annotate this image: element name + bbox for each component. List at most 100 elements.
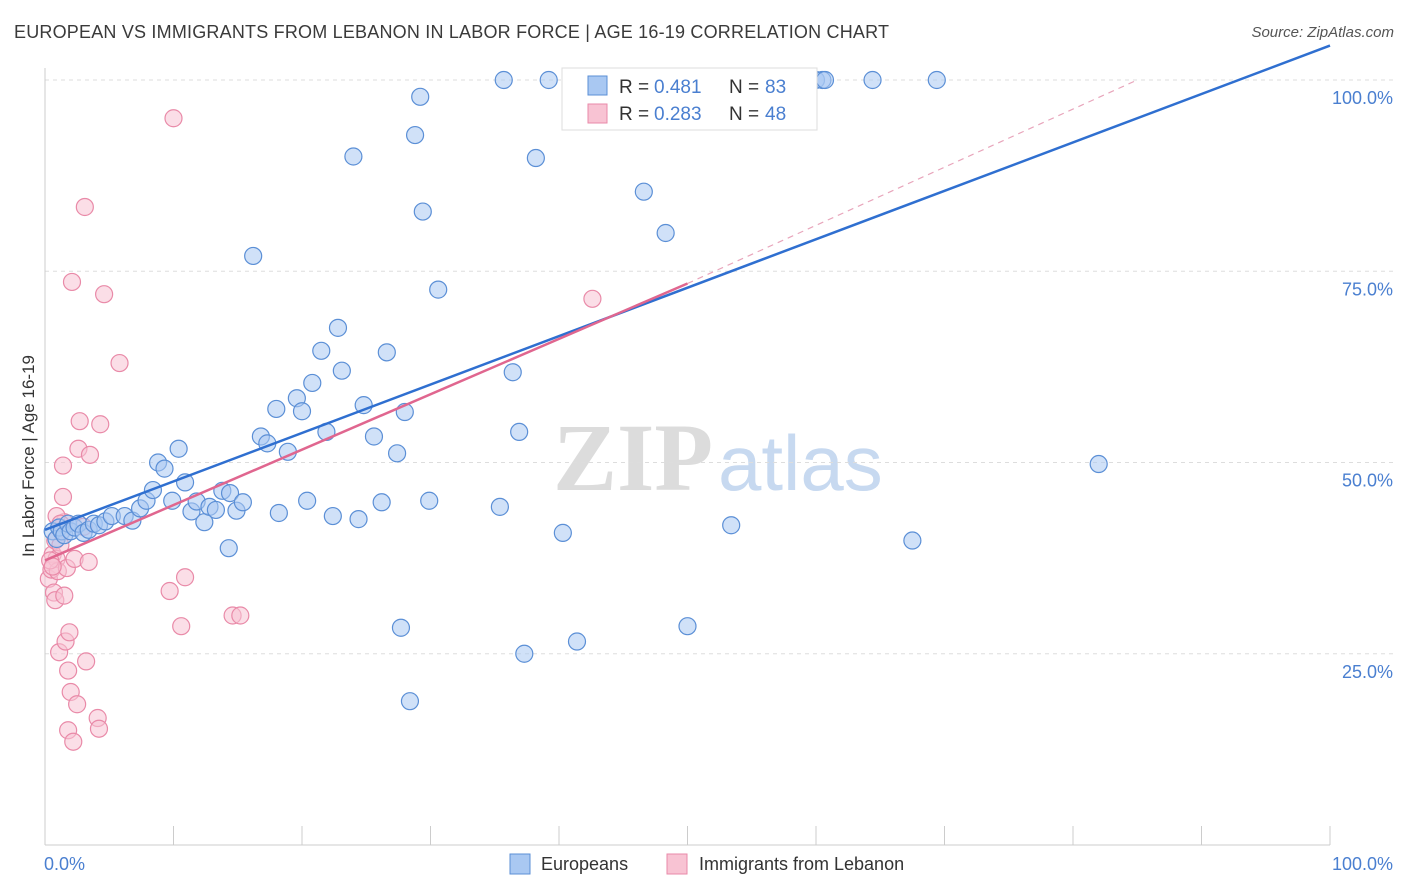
europeans-trend-line: [44, 44, 1331, 531]
europeans-point-42: [292, 402, 312, 421]
lebanon-point-24: [68, 695, 87, 714]
europeans-point-21: [155, 459, 174, 478]
lebanon-point-35: [95, 285, 114, 304]
europeans-point-33: [233, 493, 252, 512]
europeans-point-48: [328, 318, 348, 337]
watermark: ZIP atlas: [553, 404, 883, 511]
europeans-point-51: [349, 510, 368, 529]
grid-lines: [45, 79, 1393, 655]
lebanon-point-38: [164, 109, 183, 128]
y-axis-tick-labels: 25.0% 50.0% 75.0% 100.0%: [1332, 88, 1393, 682]
europeans-point-84: [903, 531, 922, 550]
lebanon-point-33: [89, 719, 109, 738]
bottom-legend-swatch-europeans: [509, 853, 531, 875]
lebanon-point-37: [160, 581, 179, 601]
europeans-point-34: [219, 539, 238, 558]
bottom-legend-lebanon: Immigrants from Lebanon: [699, 854, 904, 874]
europeans-point-56: [387, 444, 407, 463]
europeans-point-45: [312, 341, 331, 360]
europeans-point-62: [413, 202, 432, 221]
europeans-point-61: [411, 87, 430, 106]
europeans-point-73: [567, 632, 587, 651]
legend-swatch-lebanon: [587, 103, 608, 124]
lebanon-point-34: [91, 415, 110, 434]
y-tick-label-100: 100.0%: [1332, 88, 1393, 108]
x-tick-label-0: 0.0%: [44, 854, 85, 874]
europeans-point-83: [863, 70, 882, 90]
europeans-point-53: [364, 427, 384, 446]
lebanon-point-13: [55, 586, 74, 605]
lebanon-point-30: [79, 552, 98, 572]
europeans-point-35: [244, 246, 263, 266]
europeans-point-55: [377, 343, 396, 362]
bottom-legend-swatch-lebanon: [666, 853, 688, 875]
lebanon-trend-line: [44, 282, 688, 562]
lebanon-point-18: [59, 661, 78, 680]
europeans-point-77: [678, 617, 697, 636]
lebanon-point-39: [172, 617, 191, 636]
lebanon-trend-extension: [687, 79, 1138, 285]
europeans-point-54: [372, 493, 391, 512]
europeans-point-72: [553, 523, 572, 542]
europeans-point-50: [344, 147, 363, 166]
lebanon-point-43: [583, 289, 602, 308]
legend-pink-n-label: N =: [729, 104, 759, 125]
europeans-point-57: [391, 618, 411, 637]
europeans-point-39: [269, 503, 288, 523]
europeans-point-44: [303, 373, 322, 393]
watermark-zip: ZIP: [553, 404, 713, 511]
europeans-point-76: [656, 223, 675, 243]
legend-blue-r-value: 0.481: [654, 77, 702, 98]
chart-title: EUROPEAN VS IMMIGRANTS FROM LEBANON IN L…: [14, 22, 890, 42]
legend-swatch-europeans: [587, 75, 608, 96]
europeans-point-65: [490, 497, 509, 516]
chart-source: Source: ZipAtlas.com: [1251, 24, 1394, 41]
lebanon-point-29: [77, 652, 96, 671]
bottom-legend-europeans: Europeans: [541, 854, 628, 874]
legend-pink-r-label: R =: [619, 104, 649, 125]
europeans-point-29: [206, 500, 226, 520]
europeans-point-59: [400, 692, 420, 711]
europeans-point-85: [927, 70, 946, 90]
lebanon-point-19: [60, 623, 79, 642]
legend-pink-n-value: 48: [765, 104, 786, 125]
lebanon-point-40: [175, 568, 195, 587]
lebanon-point-22: [64, 732, 83, 751]
europeans-point-67: [503, 363, 522, 382]
y-tick-label-75: 75.0%: [1342, 279, 1393, 299]
europeans-point-75: [634, 182, 653, 201]
europeans-point-86: [1089, 454, 1108, 474]
lebanon-point-36: [110, 353, 129, 373]
y-axis-label: In Labor Force | Age 16-19: [19, 355, 38, 557]
europeans-point-66: [494, 70, 513, 90]
europeans-point-31: [220, 484, 240, 503]
legend-pink-r-value: 0.283: [654, 104, 702, 125]
lebanon-point-26: [70, 412, 89, 431]
europeans-point-78: [722, 516, 741, 535]
bottom-legend: Europeans Immigrants from Lebanon: [509, 853, 904, 875]
y-tick-label-50: 50.0%: [1342, 471, 1393, 491]
x-axis-ticks: [44, 826, 1331, 845]
legend-blue-r-label: R =: [619, 77, 649, 98]
legend-blue-n-label: N =: [729, 77, 759, 98]
europeans-point-49: [332, 361, 351, 380]
europeans-point-23: [169, 439, 188, 458]
europeans-point-82: [815, 70, 835, 90]
europeans-point-43: [298, 491, 317, 510]
europeans-point-64: [429, 280, 448, 299]
lebanon-point-12: [53, 487, 73, 507]
europeans-point-47: [323, 506, 342, 526]
y-tick-label-25: 25.0%: [1342, 662, 1393, 682]
legend-box: R = 0.481 N = 83 R = 0.283 N = 48: [561, 67, 818, 131]
europeans-point-38: [267, 399, 286, 419]
europeans-point-69: [515, 644, 534, 663]
legend-blue-n-value: 83: [765, 77, 786, 98]
europeans-point-60: [405, 125, 425, 145]
europeans-point-71: [539, 70, 558, 90]
europeans-point-70: [526, 148, 545, 168]
lebanon-point-21: [62, 272, 82, 292]
lebanon-point-42: [231, 606, 250, 625]
lebanon-point-31: [80, 445, 100, 464]
lebanon-point-28: [75, 197, 94, 217]
